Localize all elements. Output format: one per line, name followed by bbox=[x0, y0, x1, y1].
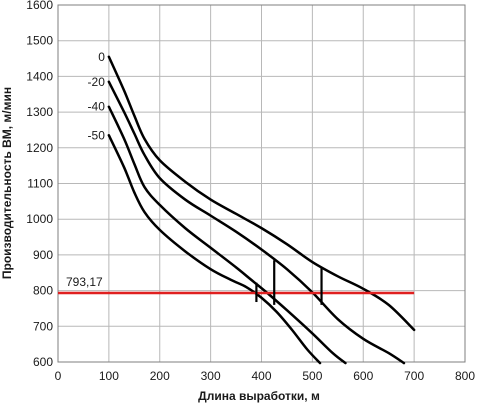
y-tick-label: 1500 bbox=[26, 34, 53, 48]
y-tick-label: 1600 bbox=[26, 0, 53, 12]
x-tick-label: 400 bbox=[251, 369, 271, 383]
grid bbox=[57, 4, 466, 363]
axes: 6007008009001000110012001300140015001600… bbox=[26, 0, 475, 383]
y-tick-label: 700 bbox=[33, 319, 53, 333]
y-tick-label: 1400 bbox=[26, 69, 53, 83]
series-lines bbox=[107, 55, 416, 365]
x-tick-label: 700 bbox=[404, 369, 424, 383]
series-line--40 bbox=[107, 105, 347, 365]
y-tick-label: 800 bbox=[33, 284, 53, 298]
series-label--20: -20 bbox=[88, 75, 106, 89]
y-tick-label: 1200 bbox=[26, 141, 53, 155]
x-tick-label: 500 bbox=[302, 369, 322, 383]
labels: 0 -20 -40 -50 bbox=[88, 50, 106, 143]
y-axis-title: Производительность ВМ, м/мин bbox=[0, 87, 14, 279]
series-line--20 bbox=[107, 80, 406, 365]
y-tick-label: 1000 bbox=[26, 212, 53, 226]
x-tick-label: 0 bbox=[55, 369, 62, 383]
reference-line-label: 793,17 bbox=[66, 275, 103, 289]
y-tick-label: 600 bbox=[33, 355, 53, 369]
x-tick-label: 300 bbox=[201, 369, 221, 383]
x-tick-label: 600 bbox=[353, 369, 373, 383]
y-tick-label: 1100 bbox=[27, 177, 53, 191]
y-tick-label: 1300 bbox=[26, 105, 53, 119]
x-tick-label: 100 bbox=[99, 369, 119, 383]
reference-line-group: 793,17 bbox=[58, 275, 415, 295]
plot-area-border bbox=[57, 4, 466, 363]
series-line--50 bbox=[107, 134, 322, 365]
series-label-0: 0 bbox=[98, 50, 105, 64]
y-tick-label: 900 bbox=[33, 248, 53, 262]
x-axis-title: Длина выработки, м bbox=[198, 389, 320, 403]
series-label--40: -40 bbox=[88, 100, 106, 114]
x-tick-label: 800 bbox=[455, 369, 475, 383]
markers bbox=[255, 260, 323, 305]
x-tick-label: 200 bbox=[150, 369, 170, 383]
series-label--50: -50 bbox=[88, 128, 106, 142]
series-line-0 bbox=[107, 55, 416, 332]
